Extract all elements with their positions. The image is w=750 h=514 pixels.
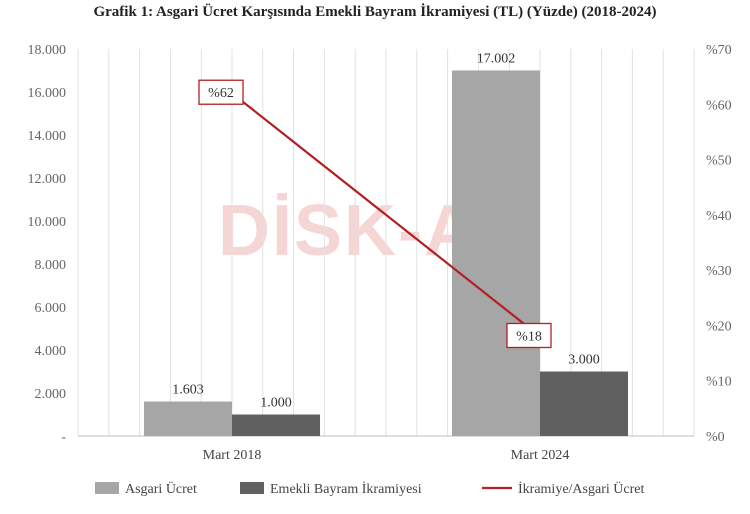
x-category-label: Mart 2018 bbox=[203, 448, 262, 463]
y-left-tick-label: 2.000 bbox=[35, 387, 67, 402]
bar-data-label: 3.000 bbox=[568, 353, 600, 368]
bar-data-label: 1.000 bbox=[260, 396, 292, 411]
y-left-tick-label: 8.000 bbox=[35, 258, 67, 273]
x-category-label: Mart 2024 bbox=[511, 448, 570, 463]
bar bbox=[144, 401, 232, 436]
legend-label: Asgari Ücret bbox=[125, 480, 197, 497]
chart-title: Grafik 1: Asgari Ücret Karşısında Emekli… bbox=[93, 4, 657, 20]
bar-data-label: 1.603 bbox=[172, 383, 204, 398]
bar bbox=[540, 371, 628, 436]
y-left-tick-label: 6.000 bbox=[35, 301, 67, 316]
point-label-box bbox=[506, 322, 552, 349]
point-label-box bbox=[198, 79, 244, 105]
bar bbox=[232, 414, 320, 436]
y-left-tick-label: 12.000 bbox=[28, 172, 67, 187]
point-data-label: %62 bbox=[208, 86, 234, 101]
y-left-tick-label: 16.000 bbox=[28, 86, 67, 101]
y-right-tick-label: %20 bbox=[706, 319, 732, 334]
legend-label: Emekli Bayram İkramiyesi bbox=[270, 481, 422, 497]
y-right-tick-label: %40 bbox=[706, 209, 732, 224]
legend-label: İkramiye/Asgari Ücret bbox=[518, 480, 644, 497]
y-right-tick-label: %50 bbox=[706, 154, 732, 169]
line-series bbox=[231, 92, 541, 338]
y-left-tick-label: 18.000 bbox=[28, 43, 67, 58]
point-data-label: %18 bbox=[516, 329, 542, 344]
y-right-tick-label: %0 bbox=[706, 430, 725, 445]
y-right-tick-label: %70 bbox=[706, 43, 732, 58]
bar-data-label: 17.002 bbox=[477, 51, 516, 66]
y-left-tick-label: 10.000 bbox=[28, 215, 67, 230]
legend-swatch bbox=[95, 482, 119, 494]
legend-swatch bbox=[240, 482, 264, 494]
y-left-tick-label: 4.000 bbox=[35, 344, 67, 359]
y-left-tick-label: - bbox=[61, 430, 66, 445]
y-left-tick-label: 14.000 bbox=[28, 129, 67, 144]
y-right-tick-label: %60 bbox=[706, 98, 732, 113]
y-right-tick-label: %30 bbox=[706, 264, 732, 279]
bar bbox=[452, 70, 540, 436]
y-right-tick-label: %10 bbox=[706, 375, 732, 390]
